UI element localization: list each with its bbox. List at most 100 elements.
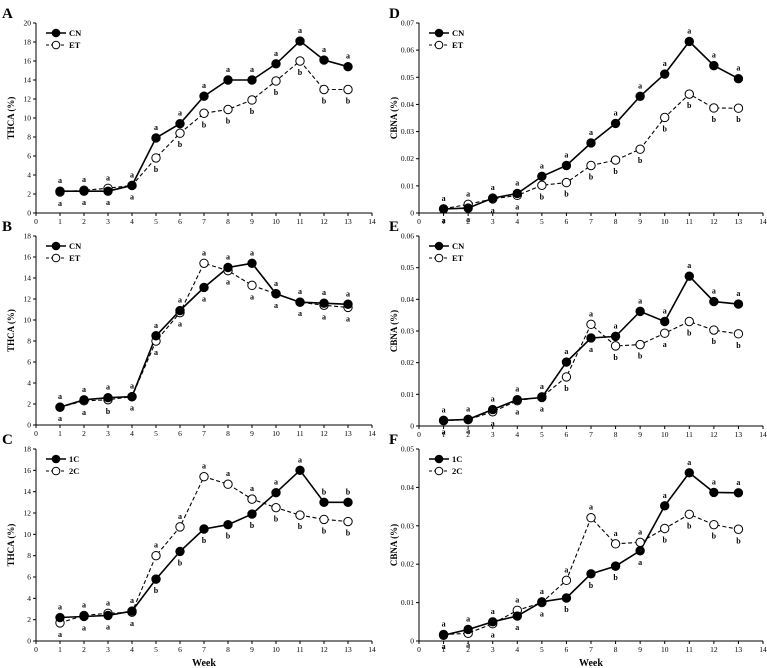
significance-label-2c: b (274, 515, 279, 524)
significance-label-cn: a (540, 405, 544, 414)
data-point-cn (709, 60, 719, 71)
significance-label-1c: b (226, 532, 231, 541)
significance-label-cn: a (58, 392, 62, 401)
significance-label-cn: a (515, 178, 519, 187)
legend-marker (434, 28, 444, 38)
y-tick-label: 0.02 (401, 154, 414, 163)
significance-label-et: b (613, 167, 618, 176)
significance-label-1c: a (638, 558, 642, 567)
data-point-cn (79, 395, 89, 405)
legend-marker (51, 241, 61, 251)
y-tick-label: 18 (24, 445, 32, 454)
significance-label-cn: a (274, 49, 278, 58)
significance-label-et: a (58, 414, 62, 423)
legend-label: CN (69, 28, 82, 38)
x-axis-label: Week (579, 658, 603, 668)
significance-label-et: a (82, 175, 86, 184)
y-tick-label: 0.05 (401, 263, 414, 272)
significance-label-cn: a (515, 385, 519, 394)
x-tick-label: 6 (178, 645, 182, 654)
significance-label-cn: a (589, 345, 593, 354)
data-point-cn (319, 298, 329, 308)
significance-label-cn: a (346, 289, 350, 298)
significance-label-2c: b (346, 529, 351, 538)
significance-label-1c: a (274, 478, 278, 487)
data-point-cn (561, 160, 572, 171)
x-tick-label: 9 (638, 217, 642, 226)
significance-label-cn: a (736, 289, 740, 298)
y-tick-label: 0.02 (401, 560, 414, 569)
significance-label-1c: a (736, 478, 740, 487)
data-point-cn (537, 171, 547, 182)
significance-label-1c: a (130, 596, 134, 605)
x-tick-label: 8 (614, 217, 618, 226)
significance-label-et: b (589, 173, 594, 182)
x-tick-label: 6 (565, 645, 569, 654)
legend-marker (434, 454, 444, 464)
data-point-et (586, 160, 596, 171)
data-point-1c (610, 561, 621, 571)
y-tick-label: 14 (24, 76, 32, 85)
significance-label-cn: a (250, 65, 254, 74)
significance-label-et: b (250, 107, 255, 116)
y-tick-label: 0.04 (401, 100, 414, 109)
data-point-cn (295, 36, 305, 46)
data-point-cn (103, 393, 113, 403)
significance-label-cn: a (564, 151, 568, 160)
significance-label-1c: a (442, 642, 446, 651)
x-tick-label: 7 (202, 429, 206, 438)
significance-label-1c: a (687, 458, 691, 467)
x-tick-label: 10 (272, 217, 280, 226)
data-point-cn (175, 119, 185, 129)
x-tick-label: 13 (344, 429, 352, 438)
data-point-et (271, 76, 281, 86)
significance-label-et: b (274, 88, 279, 97)
data-point-cn (660, 316, 670, 327)
significance-label-2c: a (614, 529, 618, 538)
data-point-cn (343, 299, 353, 309)
y-axis-label: CBNA (%) (389, 97, 399, 139)
data-point-et (733, 329, 744, 339)
x-tick-label: 1 (442, 217, 446, 226)
data-point-et (733, 103, 744, 113)
x-tick-label: 7 (202, 645, 206, 654)
significance-label-et: b (736, 341, 741, 350)
y-tick-label: 2 (27, 190, 31, 199)
x-tick-label: 5 (154, 429, 158, 438)
data-point-cn (438, 204, 449, 214)
significance-label-cn: a (58, 176, 62, 185)
significance-label-cn: a (442, 194, 446, 203)
y-tick-label: 0 (27, 637, 31, 646)
significance-label-et: a (298, 309, 302, 318)
significance-label-et: b (687, 329, 692, 338)
x-tick-label: 9 (250, 217, 254, 226)
data-point-cn (247, 75, 257, 85)
y-tick-label: 0.05 (401, 445, 414, 454)
data-point-cn (247, 258, 257, 268)
x-tick-label: 8 (226, 429, 230, 438)
y-tick-label: 12 (24, 509, 32, 518)
x-tick-label: 12 (320, 429, 328, 438)
y-tick-label: 20 (24, 19, 32, 28)
data-point-cn (684, 36, 694, 47)
significance-label-cn: a (82, 385, 86, 394)
x-tick-label: 3 (491, 645, 495, 654)
panel-letter: D (389, 6, 400, 22)
significance-label-2c: a (540, 610, 544, 619)
x-tick-label: 4 (515, 645, 519, 654)
x-tick-label: 13 (344, 217, 352, 226)
data-point-cn (635, 306, 645, 317)
data-point-cn (488, 193, 498, 203)
x-tick-label: 12 (710, 430, 718, 439)
data-point-1c (127, 606, 137, 616)
data-point-cn (684, 271, 694, 281)
significance-label-2c: a (442, 619, 446, 628)
significance-label-et: a (515, 202, 519, 211)
significance-label-1c: a (58, 603, 62, 612)
significance-label-2c: a (589, 503, 593, 512)
significance-label-et: b (712, 337, 717, 346)
x-tick-label: 7 (589, 217, 593, 226)
legend-label: 2C (452, 466, 462, 476)
data-point-cn (733, 299, 744, 309)
